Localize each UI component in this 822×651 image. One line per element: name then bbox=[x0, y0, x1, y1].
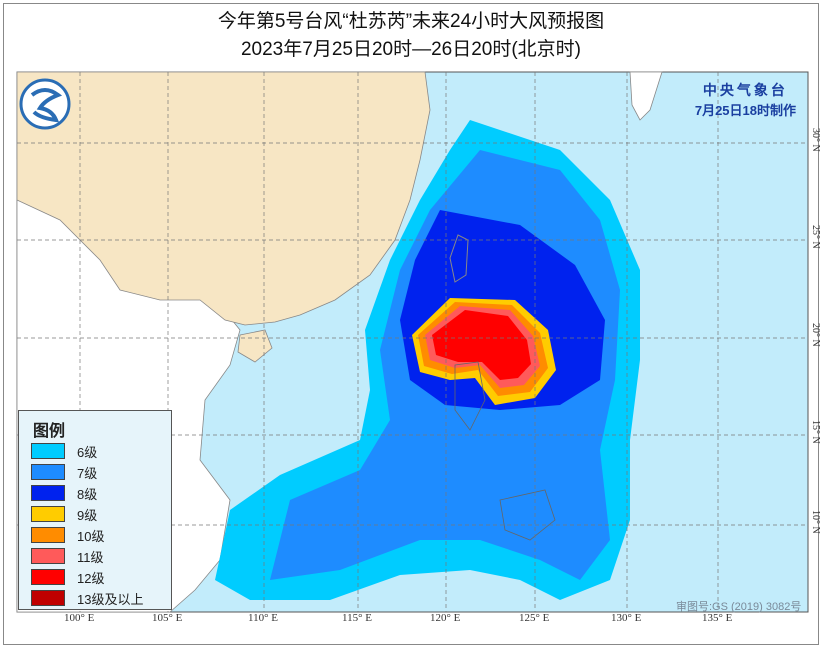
lat-label: 30° N bbox=[810, 128, 821, 152]
lon-label: 125° E bbox=[519, 612, 550, 624]
lon-label: 110° E bbox=[248, 612, 278, 624]
legend-label: 12级 bbox=[77, 570, 105, 586]
map-subtitle: 2023年7月25日20时—26日20时(北京时) bbox=[240, 39, 582, 60]
legend-swatch bbox=[31, 485, 65, 501]
legend-item: 11级 bbox=[31, 548, 104, 565]
legend-item: 8级 bbox=[31, 485, 98, 502]
lat-label: 20° N bbox=[810, 323, 821, 347]
japan-kyushu bbox=[629, 71, 663, 121]
legend-item: 6级 bbox=[31, 443, 98, 460]
legend: 图例 6级 7级 8级 9级 10级 11级 12级 13级及以上 bbox=[18, 410, 172, 610]
mindanao bbox=[499, 489, 556, 541]
lon-label: 130° E bbox=[611, 612, 642, 624]
legend-item: 12级 bbox=[31, 569, 105, 586]
lon-label: 100° E bbox=[64, 612, 95, 624]
legend-swatch bbox=[31, 464, 65, 480]
lon-label: 135° E bbox=[702, 612, 733, 624]
taiwan bbox=[449, 234, 469, 283]
legend-item: 9级 bbox=[31, 506, 98, 523]
lon-label: 105° E bbox=[152, 612, 183, 624]
cma-logo bbox=[19, 78, 71, 130]
issue-time: 7月25日18时制作 bbox=[694, 103, 796, 118]
legend-label: 8级 bbox=[77, 486, 98, 502]
legend-item: 7级 bbox=[31, 464, 98, 481]
legend-swatch bbox=[31, 527, 65, 543]
map-title: 今年第5号台风“杜苏芮”未来24小时大风预报图 bbox=[217, 11, 605, 32]
wind-zone-12 bbox=[432, 310, 531, 380]
legend-item: 13级及以上 bbox=[31, 590, 144, 607]
legend-item: 10级 bbox=[31, 527, 105, 544]
legend-swatch bbox=[31, 548, 65, 564]
agency-name: 中央气象台 bbox=[702, 82, 788, 98]
legend-label: 10级 bbox=[77, 528, 105, 544]
legend-swatch bbox=[31, 590, 65, 606]
map-frame bbox=[3, 3, 819, 645]
agency-stamp: 中央气象台 7月25日18时制作 bbox=[695, 80, 796, 119]
china-land bbox=[16, 71, 431, 326]
lon-label: 120° E bbox=[430, 612, 461, 624]
legend-label: 7级 bbox=[77, 465, 98, 481]
legend-label: 13级及以上 bbox=[77, 591, 144, 607]
lat-label: 25° N bbox=[810, 225, 821, 249]
legend-swatch bbox=[31, 443, 65, 459]
lon-label: 115° E bbox=[342, 612, 372, 624]
legend-title: 图例 bbox=[33, 423, 66, 440]
legend-label: 11级 bbox=[77, 549, 104, 565]
legend-label: 6级 bbox=[77, 444, 98, 460]
approval-number: 审图号:GS (2019) 3082号 bbox=[676, 601, 802, 613]
legend-swatch bbox=[31, 506, 65, 522]
lat-label: 10° N bbox=[810, 510, 821, 534]
lat-label: 15° N bbox=[810, 420, 821, 444]
legend-swatch bbox=[31, 569, 65, 585]
legend-label: 9级 bbox=[77, 507, 98, 523]
luzon bbox=[454, 361, 486, 431]
